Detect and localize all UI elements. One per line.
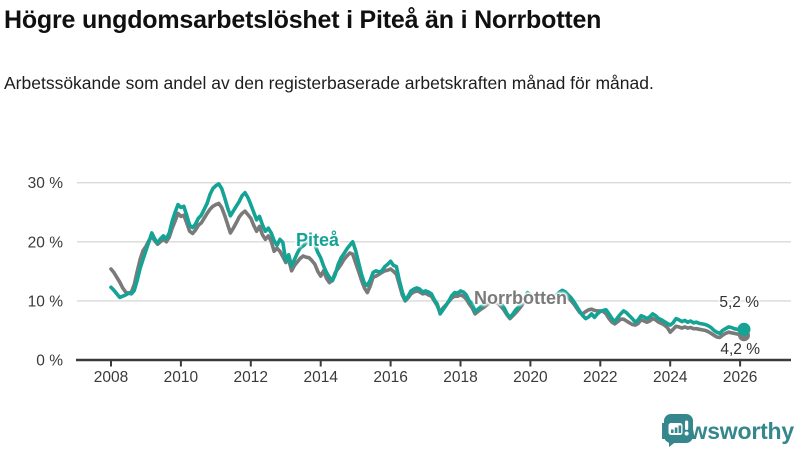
newsworthy-logo-icon: [663, 414, 693, 447]
x-tick-label: 2026: [723, 369, 757, 386]
y-tick-label: 30 %: [28, 175, 64, 192]
series-end-dot-pitea: [737, 322, 751, 336]
end-value-label-pitea: 5,2 %: [719, 294, 759, 311]
x-tick-label: 2012: [234, 369, 268, 386]
x-tick-label: 2020: [513, 369, 548, 386]
series-line-norrbotten: [109, 201, 745, 340]
y-tick-label: 20 %: [28, 234, 64, 251]
series-line-pitea: [109, 182, 745, 336]
y-tick-label: 10 %: [28, 293, 64, 310]
page-title: Högre ungdomsarbetslöshet i Piteå än i N…: [4, 6, 602, 34]
y-tick-label: 0 %: [36, 353, 63, 370]
x-tick-label: 2024: [653, 369, 688, 386]
x-tick-label: 2014: [303, 369, 338, 386]
series-label-pitea: Piteå: [296, 230, 340, 250]
end-value-label-norrbotten: 4,2 %: [720, 341, 760, 358]
x-tick-label: 2018: [443, 369, 477, 386]
x-tick-label: 2016: [373, 369, 407, 386]
x-tick-label: 2010: [164, 369, 199, 386]
chart-subtitle: Arbetssökande som andel av den registerb…: [4, 73, 654, 93]
newsworthy-logo: Newsworthy: [661, 412, 794, 450]
x-tick-label: 2022: [583, 369, 617, 386]
series-label-norrbotten: Norrbotten: [474, 288, 567, 308]
x-tick-label: 2008: [94, 369, 128, 386]
